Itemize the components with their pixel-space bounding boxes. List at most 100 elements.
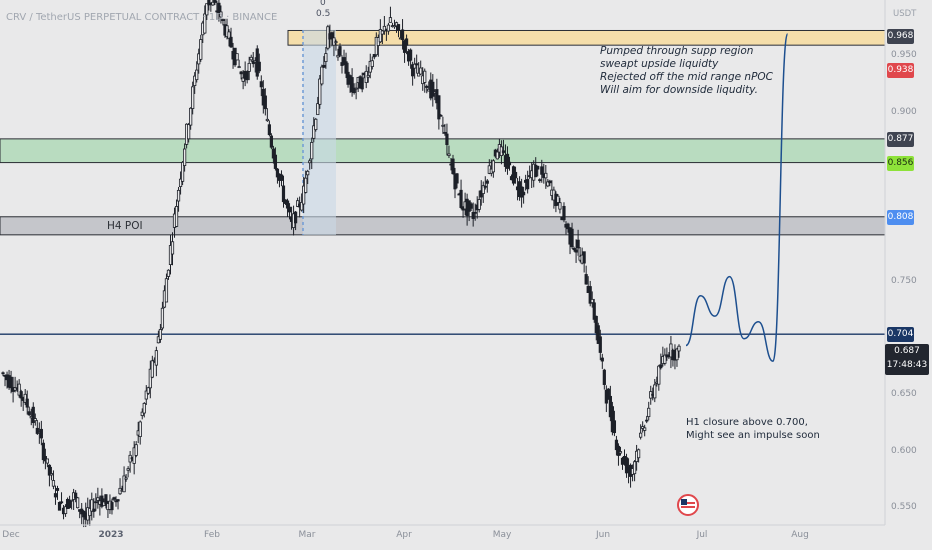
candle-body [154,350,158,366]
candle-body [17,383,21,396]
candle-body [647,407,651,418]
candle-body [419,67,423,75]
candle-body [320,66,324,85]
symbol-title[interactable]: CRV / TetherUS PERPETUAL CONTRACT · 1D ·… [6,12,278,23]
current-price-tag: 0.687 17:48:43 [885,344,929,375]
candle-body [370,60,374,67]
candle-body [546,181,550,187]
candle-body [140,411,144,416]
candle-body [239,71,243,75]
candle-body [618,451,623,454]
candle-body [59,501,64,504]
candle-body [606,388,610,400]
candle-body [614,439,619,451]
candle-body [112,497,116,500]
candle-body [548,180,552,184]
candle-body [164,278,169,303]
candle-body [382,25,386,32]
candle-body [495,151,499,160]
candle-body [459,189,463,208]
candle-body [247,62,251,72]
candle-body [1,372,5,375]
x-tick-label: Jul [696,530,708,540]
candle-body [35,427,39,434]
candle-body [562,205,566,221]
candle-body [74,492,78,499]
candle-body [267,124,271,136]
candle-body [590,298,594,303]
y-tick-label: 0.900 [891,106,917,117]
candle-body [675,348,679,361]
candle-body [217,2,221,14]
candle-body [616,445,621,456]
candle-body [558,202,562,210]
candle-body [659,364,663,369]
us-flag-icon[interactable] [677,494,699,516]
candle-body [124,477,128,480]
candle-body [160,307,165,329]
candle-body [187,124,191,140]
candle-body [275,168,280,178]
candle-body [195,69,199,81]
candle-body [308,160,312,164]
candle-body [158,329,163,340]
candle-body [354,87,358,90]
candle-body [211,1,215,6]
candle-body [400,29,405,41]
candle-body [544,172,548,179]
candle-body [336,54,340,58]
candle-body [170,241,175,255]
candle-body [536,165,540,170]
annotation-line: Rejected off the mid range nPOC [600,71,773,83]
candle-body [207,0,211,6]
candle-body [180,161,185,182]
candle-body [88,507,92,517]
candle-body [144,390,148,400]
candle-body [150,360,154,378]
candle-body [378,29,382,43]
candle-body [45,458,50,464]
candle-body [47,464,52,476]
candle-body [122,475,126,493]
candle-body [507,161,512,166]
candle-body [409,49,413,61]
candle-body [90,499,94,512]
candle-body [302,185,306,205]
candle-body [148,368,152,389]
candle-body [610,406,615,433]
candle-body [404,38,409,46]
candle-body [534,164,538,178]
candle-body [322,64,326,68]
candle-body [334,41,338,44]
candle-body [110,502,114,511]
candle-body [296,200,300,207]
candle-body [632,461,637,475]
candle-body [227,31,231,39]
currency-label[interactable]: USDT [893,9,917,19]
candle-body [219,11,223,18]
candle-body [19,391,23,399]
candle-body [41,442,45,461]
candle-body [501,150,506,153]
candle-body [657,365,661,385]
candle-body [318,78,322,105]
price-tag: 0.808 [887,209,914,225]
candle-body [677,345,681,352]
candle-body [249,56,253,61]
candle-body [338,46,342,56]
candle-body [447,153,451,156]
candle-body [330,32,334,39]
candle-body [178,178,183,187]
candle-body [193,75,197,86]
candle-body [637,449,641,459]
candle-body [471,212,475,219]
candle-body [166,269,171,277]
candle-body [312,125,316,139]
candle-body [473,211,477,214]
candle-body [360,77,364,90]
candle-body [441,124,445,127]
candle-body [213,0,217,3]
candle-body [396,24,401,31]
